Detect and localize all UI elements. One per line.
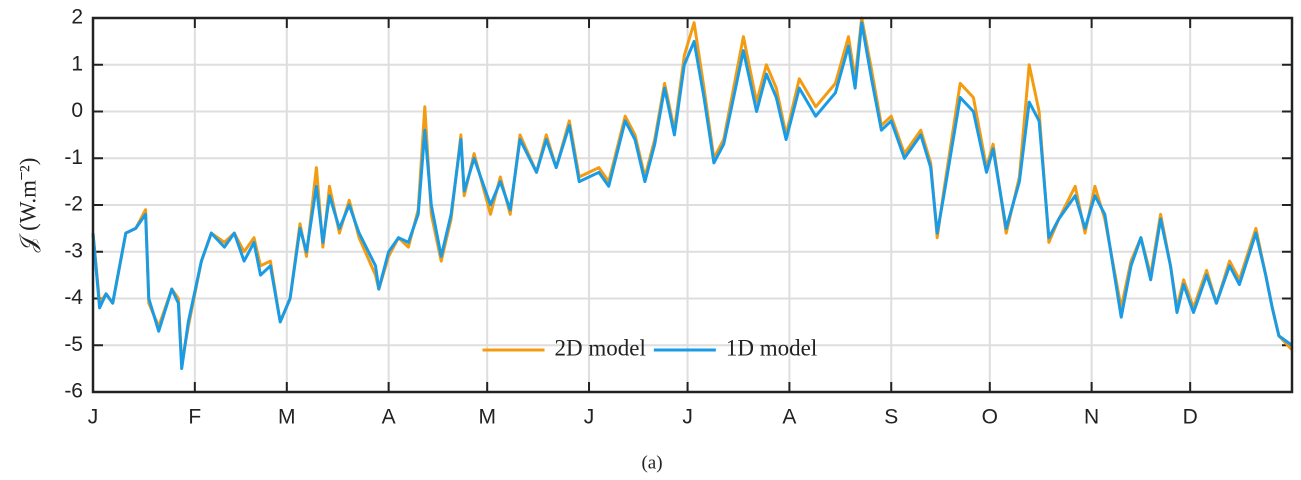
legend-label: 2D model — [555, 335, 646, 360]
y-tick-label: -2 — [64, 193, 83, 216]
x-tick-label: F — [188, 406, 201, 429]
y-tick-label: 1 — [71, 52, 83, 75]
y-tick-label: -1 — [64, 146, 83, 169]
x-tick-label: N — [1084, 406, 1099, 429]
y-tick-label: -6 — [64, 380, 83, 403]
series-line — [91, 16, 1294, 366]
series-line — [91, 21, 1293, 371]
y-tick-label: -3 — [64, 239, 83, 262]
x-tick-label: J — [682, 406, 693, 429]
plot-frame — [91, 16, 1294, 394]
x-tick-label: S — [884, 406, 898, 429]
y-axis-label: 𝒥 (W.m⁻²) — [15, 158, 40, 253]
x-tick-label: M — [478, 406, 496, 429]
caption: (a) — [641, 452, 662, 473]
x-tick-label: D — [1183, 406, 1198, 429]
y-tick-label: 2 — [71, 6, 83, 29]
x-tick-label: A — [382, 406, 396, 429]
y-tick-label: -5 — [64, 333, 83, 356]
y-tick-label: 0 — [71, 99, 83, 122]
x-tick-label: J — [88, 406, 99, 429]
x-tick-label: O — [982, 406, 998, 429]
x-tick-label: M — [278, 406, 296, 429]
y-tick-label: -4 — [64, 286, 83, 309]
legend-label: 1D model — [726, 335, 817, 360]
x-tick-label: A — [782, 406, 796, 429]
x-tick-label: J — [584, 406, 595, 429]
